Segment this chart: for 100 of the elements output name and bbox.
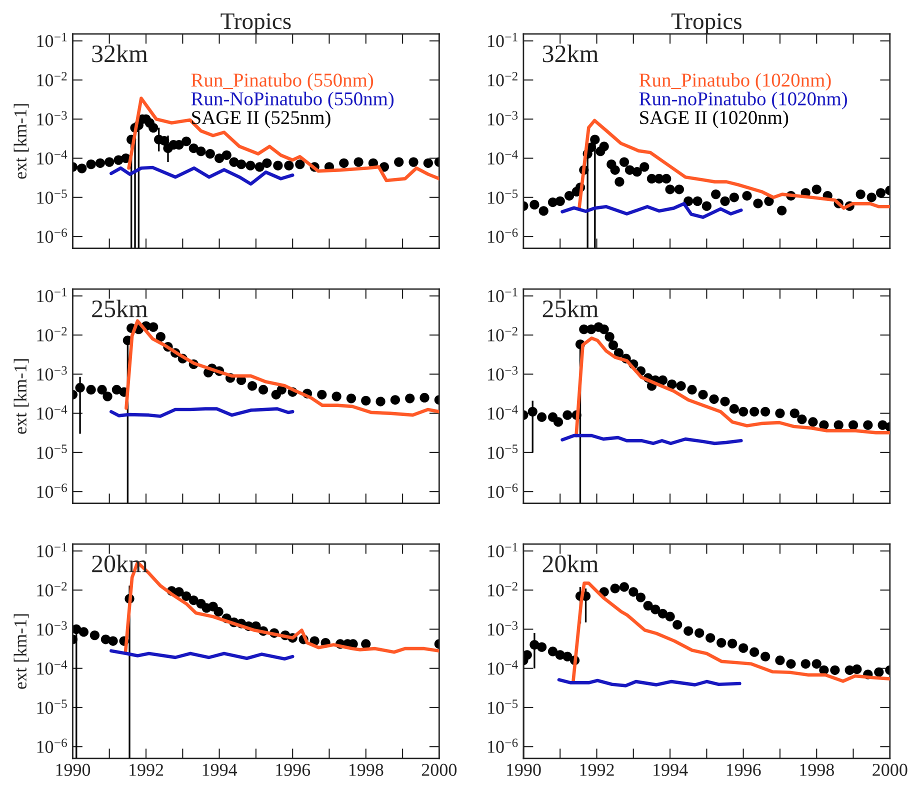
- point: [104, 157, 114, 167]
- point: [423, 158, 433, 168]
- y-tick-label: 10$^{−4}$: [488, 660, 518, 675]
- point: [720, 396, 730, 406]
- point: [720, 196, 730, 206]
- y-axis-title: ext [km-1]: [14, 104, 29, 179]
- y-tick-label: 10$^{−1}$: [37, 542, 67, 558]
- point: [405, 394, 415, 404]
- point: [728, 638, 738, 648]
- point: [346, 394, 356, 404]
- point: [174, 587, 184, 597]
- point: [420, 392, 430, 403]
- x-tick-label: 1998: [349, 764, 384, 776]
- point: [90, 630, 100, 640]
- point: [619, 582, 630, 592]
- point: [188, 143, 198, 154]
- x-tick-label: 1992: [580, 764, 614, 776]
- point: [332, 392, 342, 402]
- point: [86, 384, 96, 395]
- point: [262, 158, 272, 168]
- point: [692, 196, 702, 206]
- point: [562, 652, 572, 662]
- point: [760, 406, 770, 416]
- point: [711, 189, 721, 200]
- point: [376, 396, 386, 406]
- y-tick-label: 10$^{−1}$: [488, 32, 518, 48]
- point: [775, 656, 785, 666]
- point: [604, 332, 614, 342]
- y-tick-label: 10$^{−3}$: [488, 621, 518, 636]
- point: [156, 332, 166, 342]
- point: [214, 153, 224, 164]
- annotation: 32km: [542, 44, 598, 62]
- y-tick-label: 10$^{−4}$: [488, 405, 518, 420]
- y-tick-label: 10$^{−5}$: [488, 444, 518, 459]
- point: [750, 406, 760, 416]
- point: [866, 192, 876, 202]
- annotation: 25km: [542, 300, 598, 318]
- point: [662, 174, 672, 184]
- point: [665, 184, 675, 194]
- point: [222, 150, 232, 160]
- point: [160, 136, 170, 146]
- point: [339, 158, 349, 168]
- y-tick-label: 10$^{−6}$: [488, 738, 518, 753]
- point: [599, 324, 609, 334]
- x-tick-label: 2000: [872, 764, 908, 776]
- y-tick-label: 10$^{−2}$: [37, 582, 67, 596]
- y-tick-label: 10$^{−2}$: [37, 327, 67, 342]
- point: [555, 196, 565, 206]
- point: [636, 592, 646, 602]
- x-tick-label: 1996: [726, 764, 761, 776]
- point: [812, 659, 822, 669]
- point: [643, 600, 653, 610]
- y-tick-label: 10$^{−1}$: [37, 32, 67, 48]
- point: [610, 584, 620, 594]
- y-tick-label: 10$^{−4}$: [37, 660, 68, 675]
- point: [775, 408, 785, 418]
- y-axis-title: ext [km-1]: [14, 359, 29, 434]
- y-tick-label: 10$^{−6}$: [37, 484, 67, 498]
- point: [687, 384, 697, 395]
- point: [684, 626, 694, 636]
- annotation: 25km: [92, 300, 148, 318]
- y-axis-title: ext [km-1]: [14, 614, 29, 689]
- point: [205, 148, 215, 159]
- point: [797, 414, 807, 424]
- point: [236, 160, 246, 170]
- y-tick-label: 10$^{−2}$: [488, 72, 518, 86]
- chart-title: Tropics: [220, 13, 291, 34]
- point: [676, 381, 686, 391]
- point: [553, 417, 564, 427]
- point: [196, 146, 206, 156]
- point: [590, 134, 600, 144]
- point: [684, 196, 694, 206]
- point: [247, 381, 258, 391]
- point: [672, 620, 682, 630]
- point: [729, 404, 739, 414]
- point: [738, 406, 748, 416]
- line-series: [560, 434, 743, 446]
- point: [361, 639, 371, 649]
- y-tick-label: 10$^{−1}$: [488, 288, 518, 302]
- point: [658, 375, 668, 386]
- point: [834, 420, 844, 430]
- point: [608, 340, 618, 350]
- point: [640, 162, 650, 172]
- point: [108, 636, 118, 646]
- point: [246, 160, 256, 170]
- point: [75, 382, 85, 393]
- point: [776, 206, 787, 216]
- y-tick-label: 10$^{−4}$: [488, 150, 518, 165]
- point: [706, 633, 716, 643]
- point: [812, 184, 822, 194]
- point: [786, 659, 796, 669]
- line-series: [110, 407, 294, 418]
- point: [148, 322, 158, 332]
- y-tick-label: 10$^{−6}$: [37, 228, 67, 243]
- point: [610, 165, 620, 175]
- point: [528, 406, 538, 416]
- point: [102, 392, 112, 402]
- line-series: [110, 649, 294, 661]
- text: Run-NoPinatubo (550nm): [191, 92, 394, 110]
- point: [284, 160, 294, 170]
